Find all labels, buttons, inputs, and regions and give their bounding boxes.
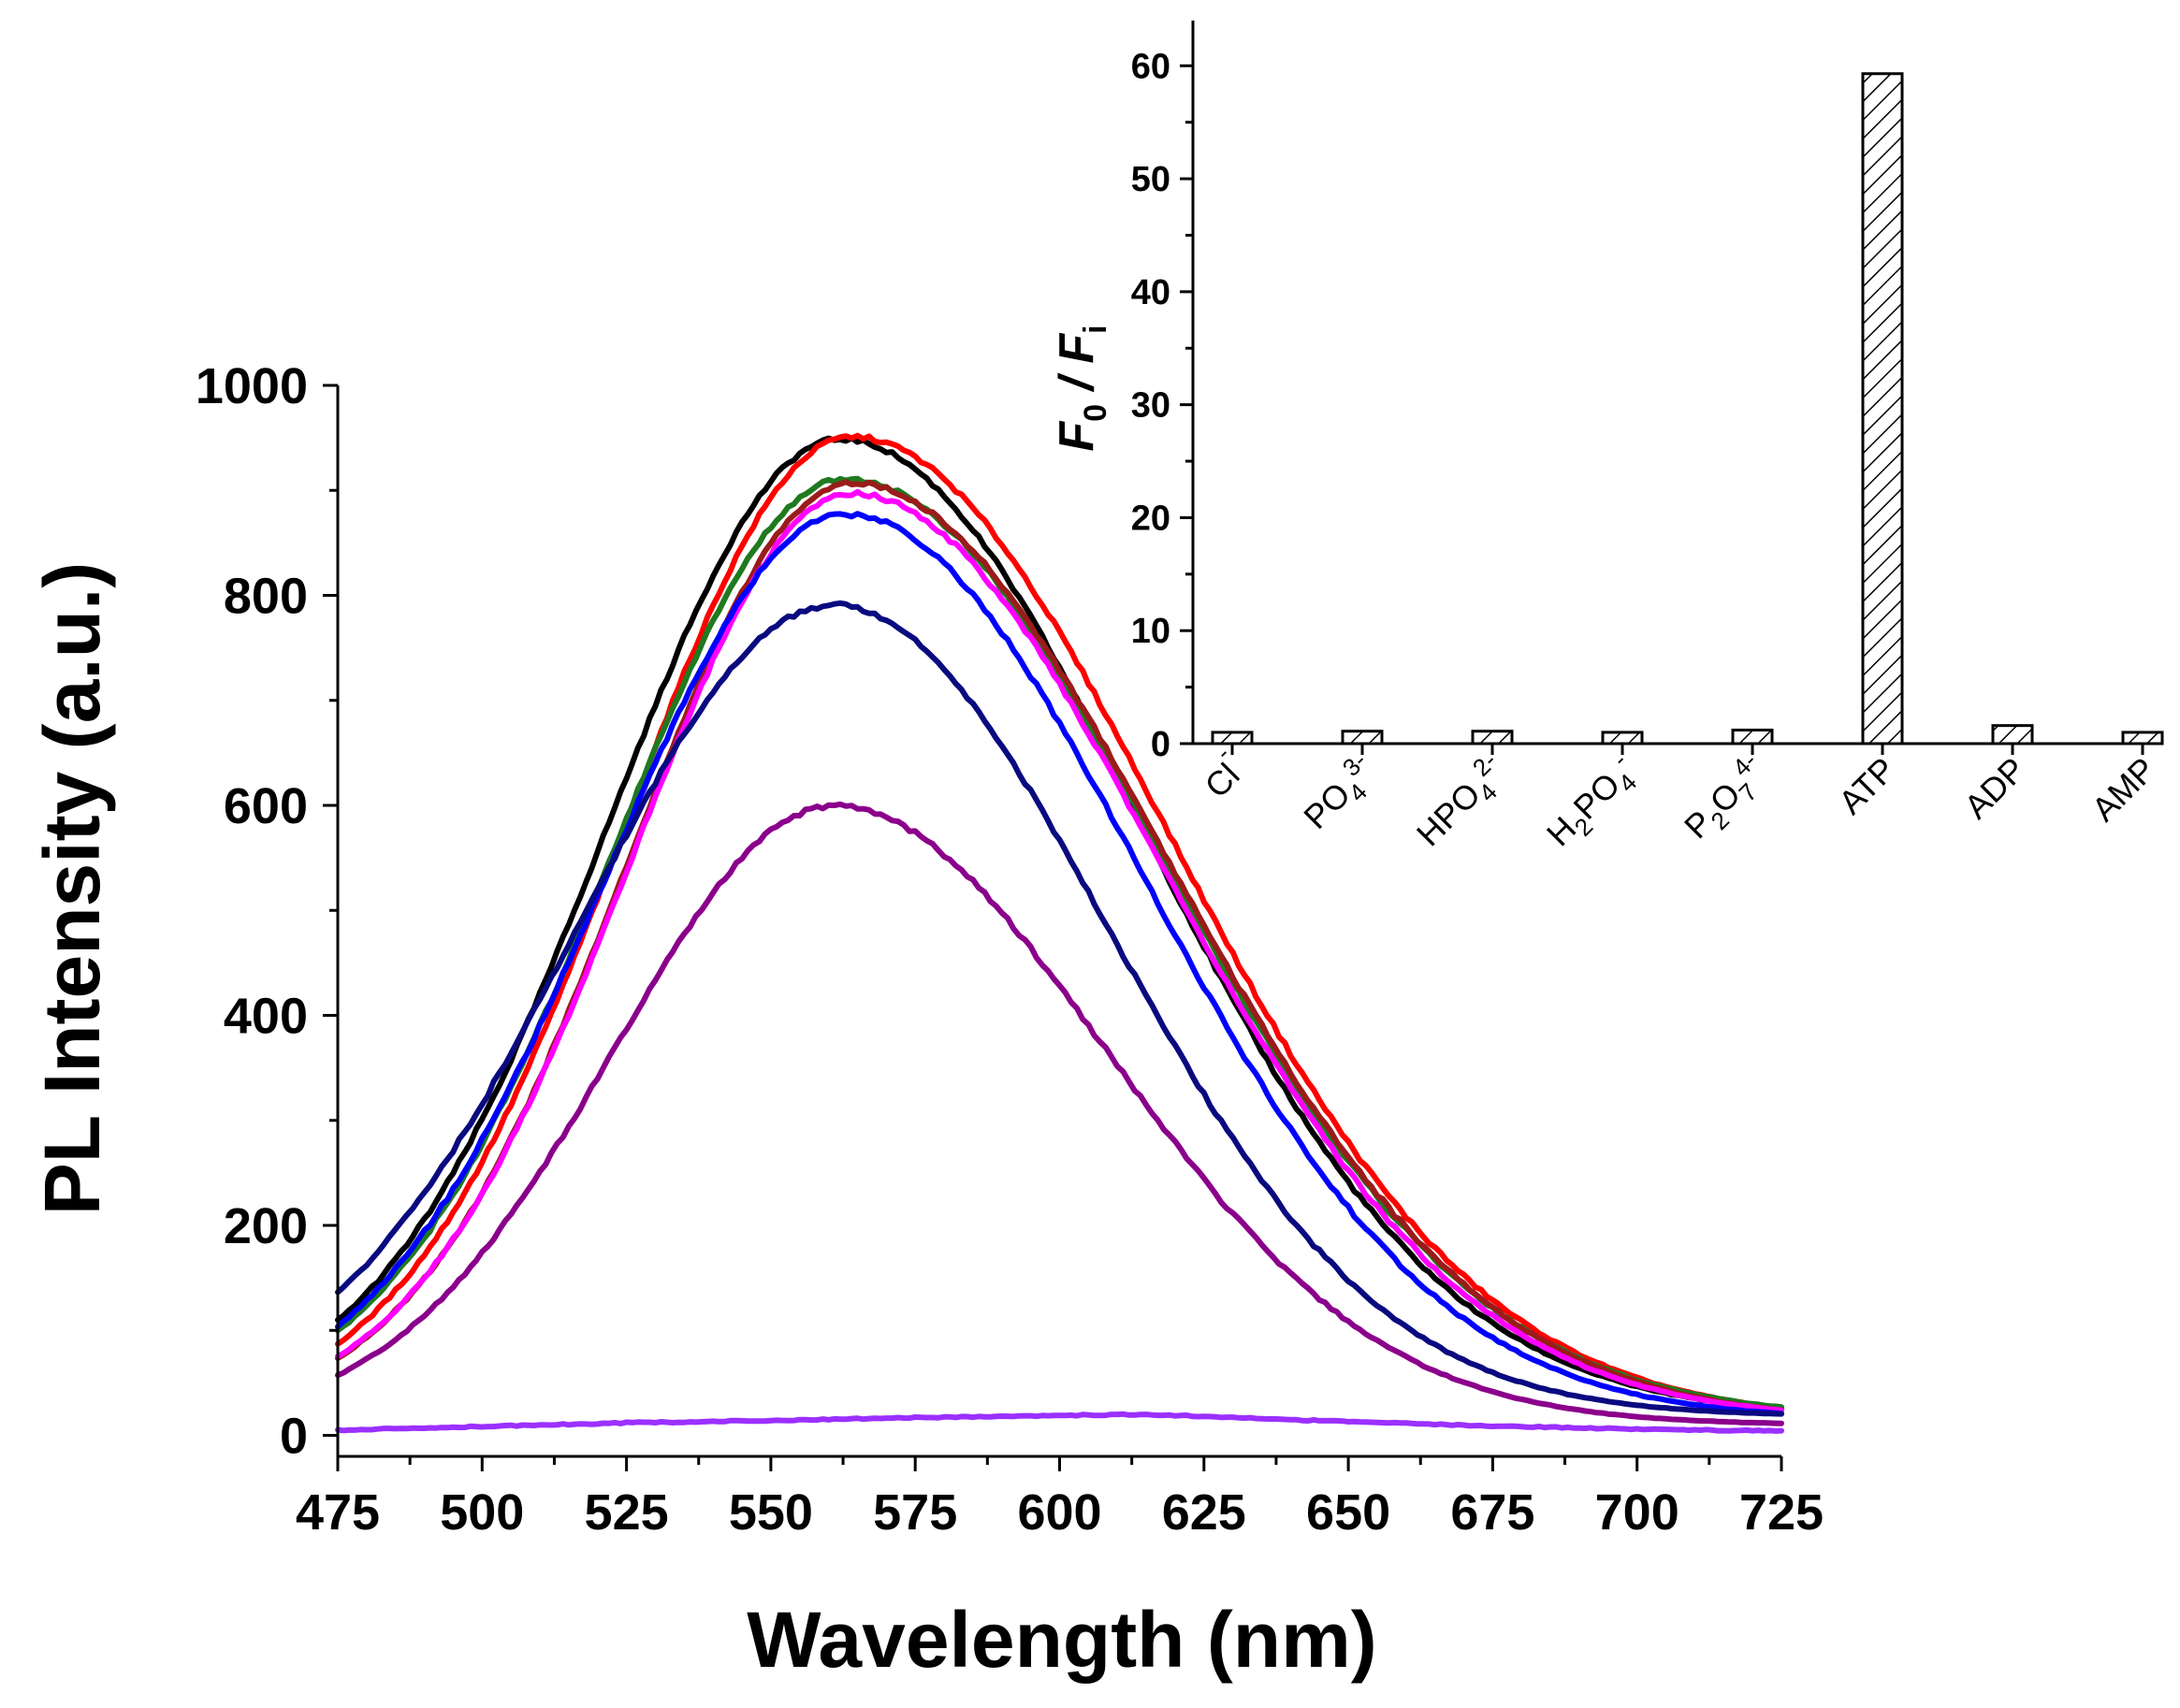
main-y-tick-label: 1000 [196, 358, 308, 414]
main-x-axis-title: Wavelength (nm) [747, 1596, 1377, 1684]
inset-y-tick-label: 40 [1131, 273, 1170, 312]
inset-y-title-subi: i [1078, 325, 1113, 333]
inset-bar-2 [1471, 730, 1514, 745]
main-x-tick-label: 550 [729, 1484, 813, 1541]
main-y-axis-title: PL Intensity (a.u.) [28, 562, 116, 1216]
inset-bar-1 [1341, 730, 1384, 745]
inset-category-label: PO43- [1293, 746, 1388, 842]
main-x-tick-label: 500 [440, 1484, 524, 1541]
inset-y-title-sub0: 0 [1078, 404, 1113, 422]
main-x-tick-label: 725 [1739, 1484, 1824, 1541]
spectrum-navy [335, 600, 1784, 1417]
spectrum-black [335, 435, 1784, 1411]
inset-y-tick-label: 50 [1131, 160, 1170, 199]
inset-y-title-f0: F [1050, 421, 1104, 452]
inset-y-tick-label: 30 [1131, 386, 1170, 426]
inset-category-label: ADP [1956, 750, 2032, 826]
inset-y-title-slash: / [1050, 364, 1104, 404]
inset-bar-6 [1991, 724, 2034, 745]
main-x-tick-label: 575 [873, 1484, 957, 1541]
inset-bars [1211, 72, 2164, 745]
inset-bar-3 [1601, 731, 1644, 745]
inset-category-label-part: 3- [1337, 746, 1373, 782]
main-x-tick-label: 525 [585, 1484, 669, 1541]
inset-category-label: HPO42- [1405, 746, 1518, 859]
inset-y-tick-label: 20 [1131, 499, 1170, 538]
inset-category-label: ATP [1831, 750, 1903, 822]
inset-category-label: P2O74- [1674, 746, 1779, 851]
spectrum-red [335, 432, 1784, 1411]
inset-y-axis-title: F0 / Fi [1050, 325, 1113, 451]
main-x-tick-label: 475 [296, 1484, 380, 1541]
inset-category-label-part: - [1606, 746, 1632, 772]
inset-category-label-part: ATP [1831, 750, 1903, 822]
inset-category-label: AMP [2085, 750, 2163, 829]
inset-y-tick-label: 60 [1131, 47, 1170, 86]
main-y-tick-label: 200 [224, 1198, 308, 1254]
main-y-tick-label: 600 [224, 778, 308, 834]
inset-bar-7 [2121, 731, 2164, 745]
inset-bar-4 [1731, 729, 1774, 745]
main-x-tick-label: 650 [1306, 1484, 1390, 1541]
main-axes: 475 500 525 550 575 600 625 650 675 700 7250200400… [196, 358, 1824, 1541]
inset-category-label: Cl- [1187, 740, 1253, 805]
inset-y-title-fi: F [1050, 333, 1104, 364]
spectrum-green [335, 475, 1784, 1411]
inset-chart: Cl-PO43-HPO42-H2PO4-P2O74- ATP ADP AMP01020… [1050, 21, 2164, 859]
main-chart: 475 500 525 550 575 600 625 650 675 700 7250200400… [28, 358, 1824, 1684]
main-y-tick-label: 800 [224, 569, 308, 625]
spectrum-purple [335, 801, 1784, 1426]
main-curves [335, 432, 1784, 1434]
main-x-tick-label: 675 [1450, 1484, 1534, 1541]
inset-y-tick-label: 10 [1131, 612, 1170, 651]
inset-category-label-part: 2- [1467, 746, 1503, 782]
spectrum-magenta [335, 488, 1784, 1413]
inset-category-label-part: ADP [1956, 750, 2032, 826]
inset-category-label-part: 4- [1727, 746, 1763, 782]
inset-bar-0 [1211, 731, 1254, 745]
main-y-tick-label: 400 [224, 989, 308, 1045]
main-x-tick-label: 625 [1162, 1484, 1246, 1541]
inset-y-tick-label: 0 [1151, 725, 1170, 764]
inset-y-axis-title-text: F0 / Fi [1050, 325, 1113, 451]
main-x-tick-label: 600 [1017, 1484, 1101, 1541]
main-y-tick-label: 0 [280, 1409, 308, 1465]
inset-category-label: H2PO4- [1535, 746, 1648, 859]
spectrum-brown [335, 479, 1784, 1413]
spectrum-violet [335, 1411, 1784, 1434]
inset-category-label-part: Cl [1197, 756, 1246, 805]
spectrum-blue [335, 511, 1784, 1417]
main-x-tick-label: 700 [1595, 1484, 1679, 1541]
inset-category-label-part: AMP [2085, 750, 2163, 829]
inset-bar-5 [1861, 72, 1904, 745]
